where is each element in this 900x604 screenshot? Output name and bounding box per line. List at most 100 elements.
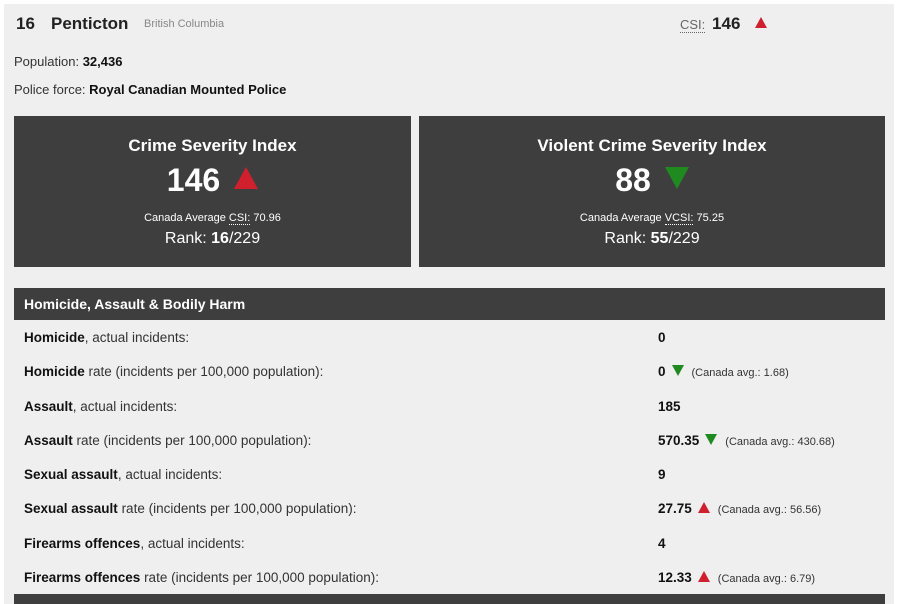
next-section-header (14, 594, 885, 604)
row-label-rest: rate (incidents per 100,000 population): (84, 364, 324, 380)
row-label: Homicide rate (incidents per 100,000 pop… (24, 364, 323, 379)
row-value-number: 185 (658, 398, 681, 414)
row-label-rest: rate (incidents per 100,000 population): (117, 501, 357, 517)
trend-down-icon (705, 433, 718, 445)
row-label-rest: rate (incidents per 100,000 population): (140, 570, 379, 586)
table-row: Sexual assault, actual incidents: 9 (14, 457, 885, 491)
stats-table: Homicide, actual incidents: 0 Homicide rat… (14, 320, 885, 594)
row-value: 0 (Canada avg.: 1.68) (658, 364, 789, 379)
row-value-number: 4 (658, 535, 666, 551)
row-label-bold: Firearms offences (24, 535, 141, 551)
trend-down-icon (671, 365, 684, 377)
row-label: Homicide, actual incidents: (24, 330, 189, 345)
csi-card: Crime Severity Index 146 Canada Average … (14, 116, 411, 267)
rank-total: /229 (668, 230, 700, 247)
table-row: Firearms offences, actual incidents: 4 (14, 526, 885, 560)
row-value-number: 0 (658, 330, 666, 345)
card-value-number: 146 (166, 162, 221, 198)
row-value-number: 12.33 (658, 570, 692, 586)
row-value: 12.33 (Canada avg.: 6.79) (658, 570, 815, 585)
row-label-rest: rate (incidents per 100,000 population): (72, 432, 312, 448)
city-profile-panel: 16 Penticton British Columbia CSI: 146 P… (4, 4, 894, 604)
card-value: 146 (14, 162, 411, 199)
row-value: 185 (658, 399, 681, 414)
row-value-number: 27.75 (658, 501, 692, 517)
row-label-bold: Firearms offences (24, 570, 141, 586)
row-label: Assault, actual incidents: (24, 399, 177, 414)
city-header: 16 Penticton British Columbia CSI: 146 (14, 14, 884, 38)
row-value: 9 (658, 467, 666, 482)
row-label-rest: , actual incidents: (84, 330, 190, 345)
city-name: Penticton (51, 14, 129, 33)
row-value-number: 0 (658, 364, 666, 380)
table-row: Firearms offences rate (incidents per 10… (14, 560, 885, 594)
population-line: Population: 32,436 (14, 54, 122, 69)
rank-value: 55 (650, 230, 669, 247)
trend-up-icon (234, 167, 259, 189)
row-value: 0 (658, 330, 666, 345)
row-label: Sexual assault, actual incidents: (24, 467, 222, 482)
police-force-value: Royal Canadian Mounted Police (89, 82, 287, 97)
section-header: Homicide, Assault & Bodily Harm (14, 288, 885, 320)
rank-label: Rank: (604, 230, 647, 247)
card-value-number: 88 (615, 162, 651, 198)
card-average-label: Canada Average (144, 212, 226, 224)
trend-up-icon (697, 571, 710, 583)
trend-up-icon (755, 17, 768, 28)
csi-abbr[interactable]: CSI: (680, 17, 706, 33)
row-value: 4 (658, 536, 666, 551)
table-row: Homicide, actual incidents: 0 (14, 320, 885, 354)
row-value-number: 570.35 (658, 432, 700, 448)
card-title: Crime Severity Index (128, 136, 297, 155)
row-label: Firearms offences, actual incidents: (24, 536, 245, 551)
card-average-label: Canada Average (579, 212, 662, 224)
rank-total: /229 (228, 230, 261, 247)
card-average-value: 70.96 (253, 212, 281, 224)
row-label-rest: , actual incidents: (117, 467, 223, 483)
card-average: Canada Average VCSI: 75.25 (419, 212, 885, 225)
table-row: Homicide rate (incidents per 100,000 pop… (14, 354, 885, 388)
row-label-rest: , actual incidents: (140, 535, 245, 551)
row-value: 27.75 (Canada avg.: 56.56) (658, 501, 821, 516)
rank-value: 16 (211, 230, 229, 247)
row-label-bold: Sexual assault (24, 501, 118, 517)
row-label: Assault rate (incidents per 100,000 popu… (24, 433, 311, 448)
population-label: Population: (14, 54, 80, 69)
row-label-bold: Homicide (24, 364, 85, 380)
card-average: Canada Average CSI: 70.96 (14, 212, 411, 225)
vcsi-abbr[interactable]: VCSI: (664, 212, 694, 225)
rank-label: Rank: (164, 230, 207, 247)
csi-abbr[interactable]: CSI: (228, 212, 251, 225)
row-canada-average: (Canada avg.: 6.79) (717, 573, 816, 586)
row-label-bold: Homicide (24, 330, 85, 345)
card-average-value: 75.25 (696, 212, 725, 224)
row-canada-average: (Canada avg.: 1.68) (691, 367, 789, 380)
table-row: Assault, actual incidents: 185 (14, 389, 885, 423)
vcsi-card: Violent Crime Severity Index 88 Canada A… (419, 116, 885, 267)
row-value: 570.35 (Canada avg.: 430.68) (658, 433, 835, 448)
card-value: 88 (419, 162, 885, 199)
trend-down-icon (664, 167, 689, 189)
row-value-number: 9 (658, 467, 666, 483)
population-value: 32,436 (82, 54, 123, 69)
police-force-label: Police force: (14, 82, 86, 97)
row-label: Sexual assault rate (incidents per 100,0… (24, 501, 356, 516)
row-label-bold: Assault (24, 398, 73, 414)
row-label-bold: Sexual assault (24, 467, 118, 483)
card-rank: Rank: 55/229 (419, 230, 885, 248)
table-row: Sexual assault rate (incidents per 100,0… (14, 491, 885, 525)
row-label-rest: , actual incidents: (72, 398, 178, 414)
card-title: Violent Crime Severity Index (537, 136, 767, 155)
csi-summary: CSI: 146 (680, 14, 768, 34)
city-rank: 16 (16, 14, 35, 33)
police-force-line: Police force: Royal Canadian Mounted Pol… (14, 82, 286, 97)
row-label: Firearms offences rate (incidents per 10… (24, 570, 379, 585)
trend-up-icon (697, 502, 710, 514)
csi-value: 146 (712, 14, 741, 33)
row-canada-average: (Canada avg.: 430.68) (725, 435, 835, 448)
row-canada-average: (Canada avg.: 56.56) (717, 504, 822, 517)
card-rank: Rank: 16/229 (14, 230, 411, 248)
row-label-bold: Assault (24, 432, 73, 448)
province-name: British Columbia (144, 18, 225, 30)
table-row: Assault rate (incidents per 100,000 popu… (14, 423, 885, 457)
